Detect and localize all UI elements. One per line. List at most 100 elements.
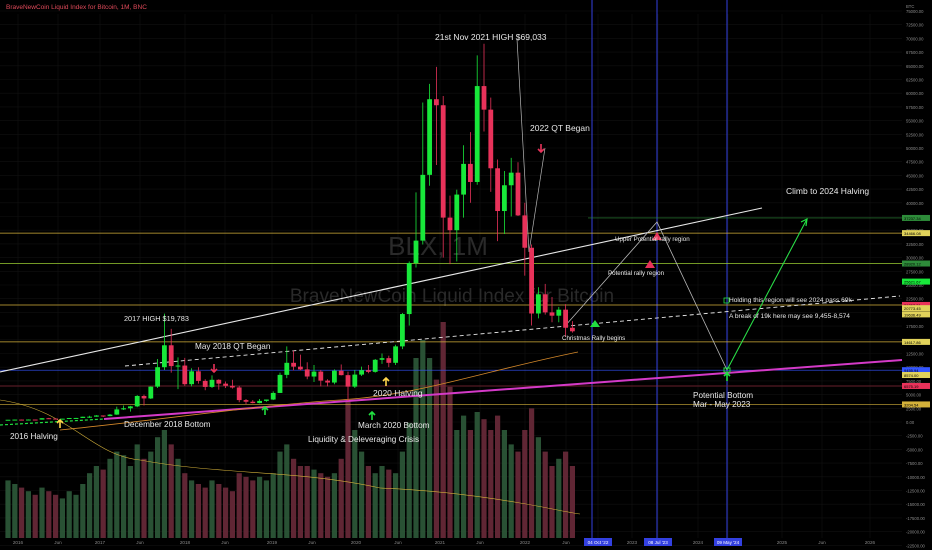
price-label: 9455.94 [904,368,919,373]
candle-body [202,380,208,387]
annotation-label: 21st Nov 2021 HIGH $69,033 [435,32,547,42]
volume-bar [427,358,433,538]
candle-body [243,400,249,402]
x-tick-label: Jun [54,540,62,545]
x-date-box [644,538,672,546]
volume-bar [250,480,256,538]
volume-bar [325,476,331,538]
volume-bar [263,480,269,538]
annotation-arrows [56,144,808,428]
annotation-label: A break of 19k here may see 9,455-8,574 [729,313,850,320]
candle-body [94,415,99,417]
march-2020-bottom-arrow [368,410,376,420]
price-label-box [902,305,930,312]
volume-bar [420,340,426,538]
symbol-title: BraveNewCoin Liquid Index for Bitcoin, 1… [6,4,147,11]
volume-bar [114,451,120,538]
candle-body [155,367,160,387]
candle-body [39,418,45,420]
y-tick-label: 12500.00 [906,352,924,357]
volume-bar [495,415,501,538]
y-tick-label: -2500.00 [906,434,923,439]
candle-body [298,366,303,370]
volume-bar [433,379,439,538]
candle-body [345,375,351,387]
volume-bar [522,430,528,538]
volume-bar [12,484,18,538]
annotation-label: Holding this region will see 2024 pass 6… [729,297,852,304]
rally-marker [645,260,655,268]
price-label: 19636.49 [904,312,921,317]
volume-bar [25,491,31,538]
volume-bar [202,487,208,538]
annotation-label: May 2018 QT Began [195,342,271,351]
x-axis[interactable]: 2016 Jun 2017 Jun 2018 Jun 2019 Jun 2020 Jun 2021 J… [13,538,876,546]
bottom-marker [723,367,731,373]
volume-bar [529,408,535,538]
candle-body [563,309,568,328]
price-label: 3204.54 [904,402,919,407]
candle-body [508,172,514,186]
candle-body [447,217,453,231]
candle-body [141,395,147,399]
x-tick-label: 2019 [267,540,278,545]
volume-bar [39,487,45,538]
price-label-box [902,278,930,285]
x-tick-label: Jun [562,540,570,545]
candle-body [372,359,378,372]
trend-lines [0,38,903,515]
candle-body [209,379,215,387]
y-tick-label: -5000.00 [906,447,923,452]
x-tick-label: 2018 [180,540,191,545]
moving-average [59,351,579,431]
candle-body [366,370,371,372]
volume-bar [257,476,263,538]
y-tick-label: -20000.00 [906,530,926,535]
candle-body [352,374,358,387]
y-tick-label: 30000.00 [906,256,924,261]
price-label: 34466.08 [904,231,921,236]
candle-body [114,409,120,415]
volume-bar [318,473,324,538]
candle-body [128,406,133,409]
price-label: 37237.34 [904,216,921,221]
y-tick-label: 27500.00 [906,269,924,274]
y-tick-label: 60000.00 [906,91,924,96]
volume-bar [236,473,242,538]
candle-body [495,168,500,212]
y-tick-label: 50000.00 [906,146,924,151]
candle-body [536,294,541,314]
x-tick-label: Jun [476,540,484,545]
price-label-box [902,338,930,345]
candle-body [223,383,228,386]
price-label-box [902,301,930,308]
annotation-label: Liquidity & Deleveraging Crisis [308,435,419,444]
annotation-label: Potential rally region [608,270,665,277]
volume-bar [379,466,385,538]
potential-bottom-arrow [723,371,731,381]
volume-bar [46,491,52,538]
candlesticks [5,43,575,421]
y-tick-label: 22500.00 [906,297,924,302]
volume-bar [393,473,399,538]
volume-bar [73,494,79,538]
qt-2022-arrow [537,144,545,154]
annotation-label: Climb to 2024 Halving [786,186,869,196]
y-tick-label: 17500.00 [906,324,924,329]
y-tick-label: 72500.00 [906,23,924,28]
price-label: 20773.45 [904,306,921,311]
x-tick-label: 2016 [13,540,24,545]
dec-2018-bottom-arrow [261,405,269,415]
volume-bar [406,422,412,538]
volume-bar [66,491,72,538]
y-tick-label: 32500.00 [906,242,924,247]
candle-body [570,327,575,332]
candle-body [236,387,242,401]
y-tick-label: -22500.00 [906,543,926,548]
support-trendline [103,359,903,420]
volume-bar [304,466,310,538]
candle-body [502,185,507,212]
x-tick-label: Jun [136,540,144,545]
